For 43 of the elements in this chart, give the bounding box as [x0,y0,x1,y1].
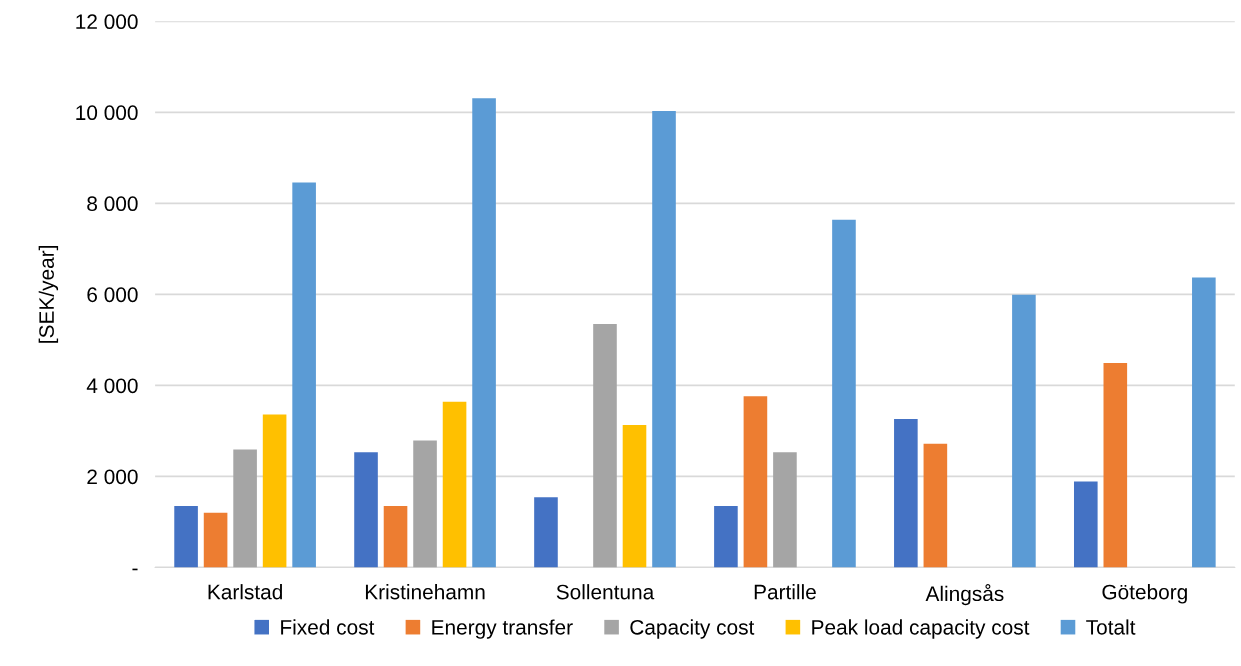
bar [832,219,856,568]
x-tick-label: Partille [754,584,816,600]
bar [622,424,647,568]
bar [894,419,918,568]
bar [1012,294,1036,568]
x-tick-label: Karlstad [208,584,282,600]
y-tick-label: 12 000 [76,14,138,30]
bar [262,414,287,568]
x-tick-label: Kristinehamn [365,584,485,600]
bar [534,497,558,568]
legend-label: Peak load capacity cost [812,619,1030,639]
bar [174,505,198,568]
legend-label: Energy transfer [432,619,573,639]
bar [413,440,437,568]
y-tick-label: 4 000 [86,378,138,394]
y-axis-title: [SEK/year] [38,246,59,343]
bar [652,110,676,568]
bar [1103,363,1128,568]
legend-label: Capacity cost [630,619,755,639]
y-tick-label: 8 000 [87,196,138,212]
bar [383,505,408,568]
bar [292,182,316,568]
y-tick-label: 2 000 [87,469,138,485]
bar [1192,277,1216,568]
bar [1074,481,1098,568]
bar [233,449,257,568]
legend-label: Totalt [1086,619,1136,635]
bar [743,396,768,568]
bar [472,98,496,568]
x-tick-label: Göteborg [1102,584,1187,604]
bar [773,452,797,568]
y-tick-label: - [132,568,138,571]
bar [203,512,228,568]
y-tick-label: 6 000 [87,287,138,303]
bar [923,443,948,568]
y-tick-label: 10 000 [76,105,138,121]
bar [354,452,378,568]
bar [593,323,617,568]
x-tick-label: Alingsås [925,584,1004,606]
x-tick-label: Sollentuna [556,584,655,600]
legend-label: Fixed cost [281,619,375,635]
bar [714,505,738,568]
bar [442,401,467,568]
